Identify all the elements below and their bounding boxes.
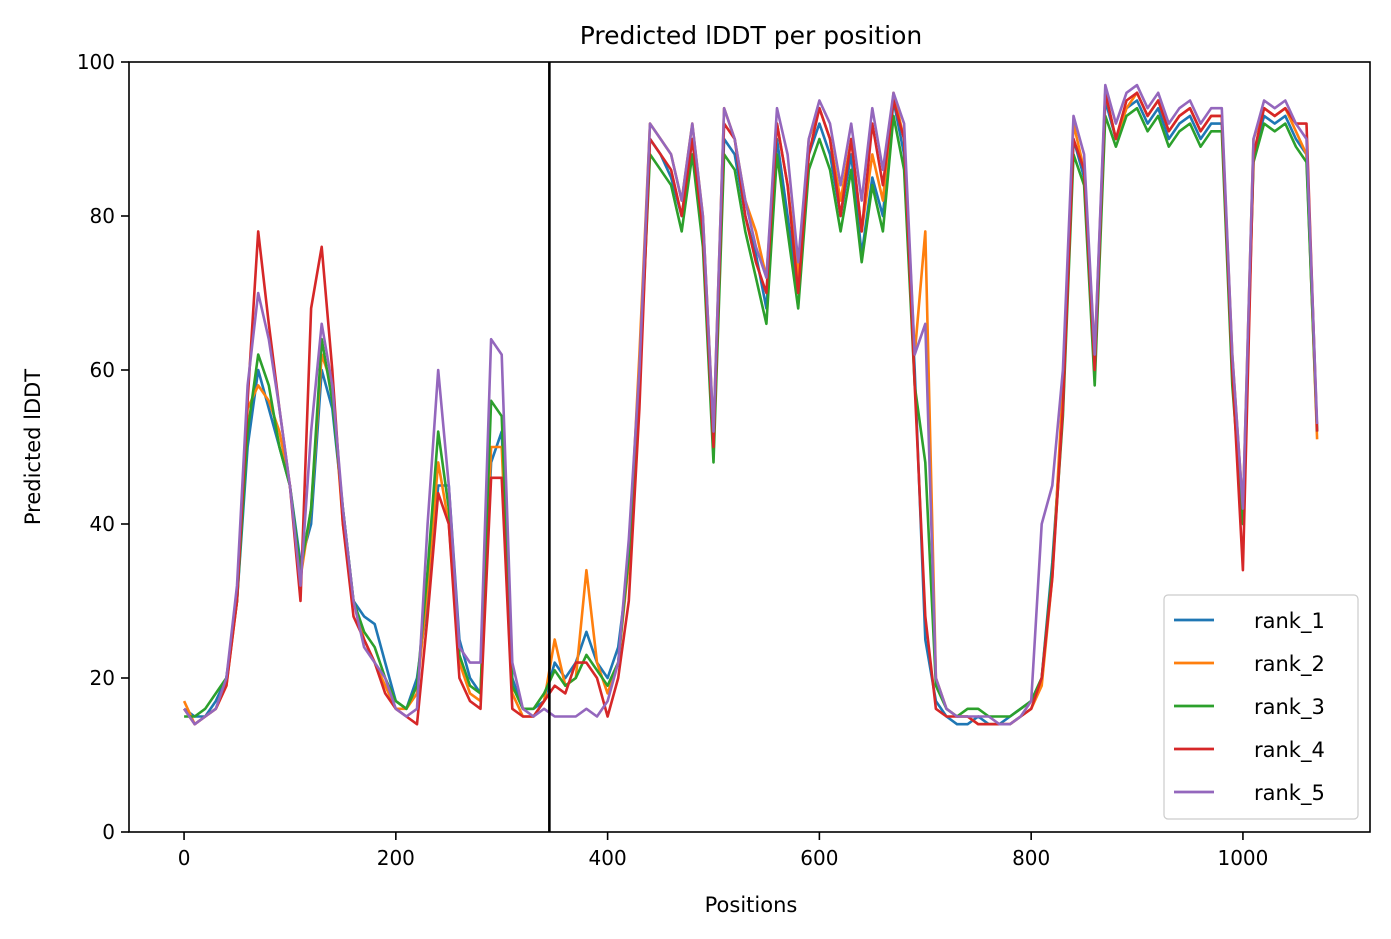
series-line-rank_5 <box>183 83 1319 726</box>
legend-label-rank_3: rank_3 <box>1254 695 1325 720</box>
x-tick-label: 200 <box>377 846 415 870</box>
x-axis-title: Positions <box>705 893 798 917</box>
y-tick-label: 60 <box>90 358 115 382</box>
x-tick-label: 400 <box>589 846 627 870</box>
x-ticks: 0 200 400 600 800 1000 <box>178 832 1268 870</box>
legend-box <box>1163 594 1359 820</box>
legend: rank_1 rank_2 rank_3 rank_4 rank_5 <box>1163 594 1359 820</box>
legend-label-rank_1: rank_1 <box>1254 609 1325 634</box>
y-ticks: 0 20 40 60 80 100 <box>77 50 129 844</box>
series-line-rank_3 <box>184 106 1319 718</box>
y-tick-label: 40 <box>90 512 115 536</box>
legend-items: rank_1 rank_2 rank_3 rank_4 rank_5 <box>1174 609 1325 806</box>
y-tick-label: 20 <box>90 666 115 690</box>
x-tick-label: 800 <box>1012 846 1050 870</box>
y-tick-label: 80 <box>90 204 115 228</box>
x-tick-label: 0 <box>178 846 191 870</box>
x-tick-label: 1000 <box>1217 846 1268 870</box>
plot-lines <box>182 83 1319 726</box>
legend-label-rank_2: rank_2 <box>1254 652 1325 677</box>
x-tick-label: 600 <box>800 846 838 870</box>
y-tick-label: 0 <box>102 820 115 844</box>
legend-label-rank_4: rank_4 <box>1254 738 1325 763</box>
y-axis-title: Predicted lDDT <box>21 369 45 525</box>
chart-title: Predicted lDDT per position <box>580 21 922 50</box>
plot-frame <box>128 61 1371 833</box>
legend-label-rank_5: rank_5 <box>1254 781 1325 806</box>
y-tick-label: 100 <box>77 50 115 74</box>
